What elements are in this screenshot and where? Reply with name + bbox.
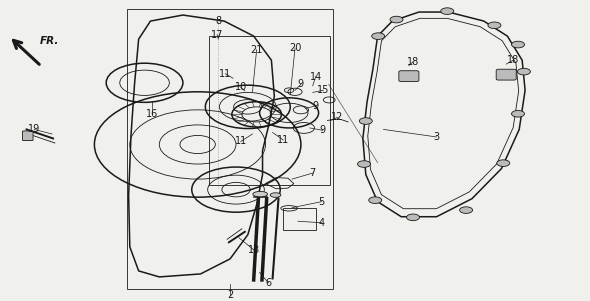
Text: 14: 14	[310, 72, 322, 82]
Text: 3: 3	[434, 132, 440, 142]
Circle shape	[369, 197, 382, 203]
Text: 15: 15	[317, 85, 329, 95]
Text: 9: 9	[313, 101, 319, 111]
Text: 11: 11	[277, 135, 289, 145]
Text: 20: 20	[289, 43, 301, 53]
Text: 8: 8	[215, 16, 221, 26]
Circle shape	[512, 41, 525, 48]
Text: 5: 5	[319, 197, 324, 207]
Circle shape	[407, 214, 419, 221]
Circle shape	[359, 118, 372, 124]
Circle shape	[372, 33, 385, 39]
Text: 21: 21	[251, 45, 263, 55]
Ellipse shape	[270, 193, 281, 197]
Ellipse shape	[253, 191, 267, 197]
Circle shape	[460, 207, 473, 213]
Circle shape	[497, 160, 510, 166]
Text: 12: 12	[332, 112, 343, 123]
Text: 4: 4	[319, 218, 324, 228]
Text: 18: 18	[507, 55, 519, 65]
Circle shape	[517, 68, 530, 75]
Text: 19: 19	[28, 124, 40, 135]
Circle shape	[512, 110, 525, 117]
Text: 7: 7	[310, 168, 316, 178]
Circle shape	[358, 161, 371, 167]
Text: FR.: FR.	[40, 36, 60, 46]
FancyBboxPatch shape	[22, 131, 33, 141]
Text: 13: 13	[248, 245, 260, 255]
Bar	[209, 36, 330, 185]
FancyBboxPatch shape	[496, 69, 516, 80]
Text: 10: 10	[235, 82, 247, 92]
Text: 11: 11	[219, 69, 231, 79]
Circle shape	[390, 16, 403, 23]
Text: 9: 9	[320, 125, 326, 135]
Text: 11: 11	[235, 136, 247, 147]
Text: 6: 6	[266, 278, 271, 288]
Circle shape	[441, 8, 454, 14]
Text: 9: 9	[298, 79, 304, 89]
Text: 18: 18	[407, 57, 419, 67]
Text: 2: 2	[227, 290, 233, 300]
Text: 16: 16	[146, 109, 158, 119]
Circle shape	[488, 22, 501, 29]
Bar	[127, 9, 333, 289]
Text: 17: 17	[211, 29, 223, 40]
FancyBboxPatch shape	[399, 71, 419, 82]
